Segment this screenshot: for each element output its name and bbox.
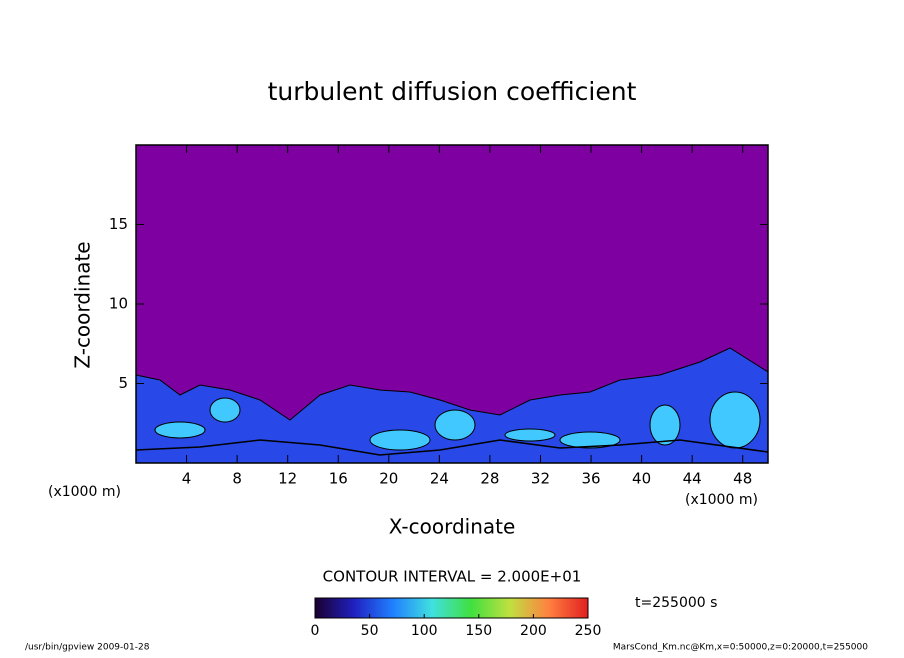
x-tick-label: 28: [480, 470, 499, 488]
x-tick-label: 48: [733, 470, 752, 488]
colorbar-tick-label: 100: [411, 623, 438, 639]
colorbar-tick-label: 200: [520, 623, 547, 639]
y-tick-label: 15: [109, 215, 128, 233]
x-axis-title: X-coordinate: [389, 515, 516, 539]
field-patches: [154, 391, 761, 451]
y-axis-title: Z-coordinate: [71, 241, 95, 368]
y-tick-label: 5: [118, 374, 128, 392]
colorbar-tick-label: 0: [311, 623, 320, 639]
footer-right: MarsCond_Km.nc@Km,x=0:50000,z=0:20000,t=…: [613, 643, 868, 653]
colorbar: [314, 597, 589, 619]
colorbar-tick-label: 250: [575, 623, 602, 639]
y-tick-label: 10: [109, 295, 128, 313]
x-tick-label: 12: [278, 470, 297, 488]
x-tick-label: 16: [329, 470, 348, 488]
footer-left: /usr/bin/gpview 2009-01-28: [25, 643, 150, 653]
x-tick-label: 24: [430, 470, 449, 488]
x-tick-label: 32: [531, 470, 550, 488]
field: [136, 145, 768, 463]
colorbar-tick-label: 50: [361, 623, 379, 639]
x-tick-label: 40: [632, 470, 651, 488]
contour-interval: CONTOUR INTERVAL = 2.000E+01: [323, 568, 582, 586]
time-label: t=255000 s: [635, 595, 717, 611]
x-tick-label: 4: [182, 470, 192, 488]
x-tick-label: 8: [232, 470, 242, 488]
colorbar-tick-label: 150: [465, 623, 492, 639]
x-tick-label: 20: [379, 470, 398, 488]
x-unit-label: (x1000 m): [685, 492, 758, 508]
chart-title: turbulent diffusion coefficient: [268, 77, 637, 106]
x-tick-label: 44: [683, 470, 702, 488]
x-tick-label: 36: [581, 470, 600, 488]
contour-line: [136, 439, 768, 456]
y-unit-label: (x1000 m): [48, 484, 121, 500]
